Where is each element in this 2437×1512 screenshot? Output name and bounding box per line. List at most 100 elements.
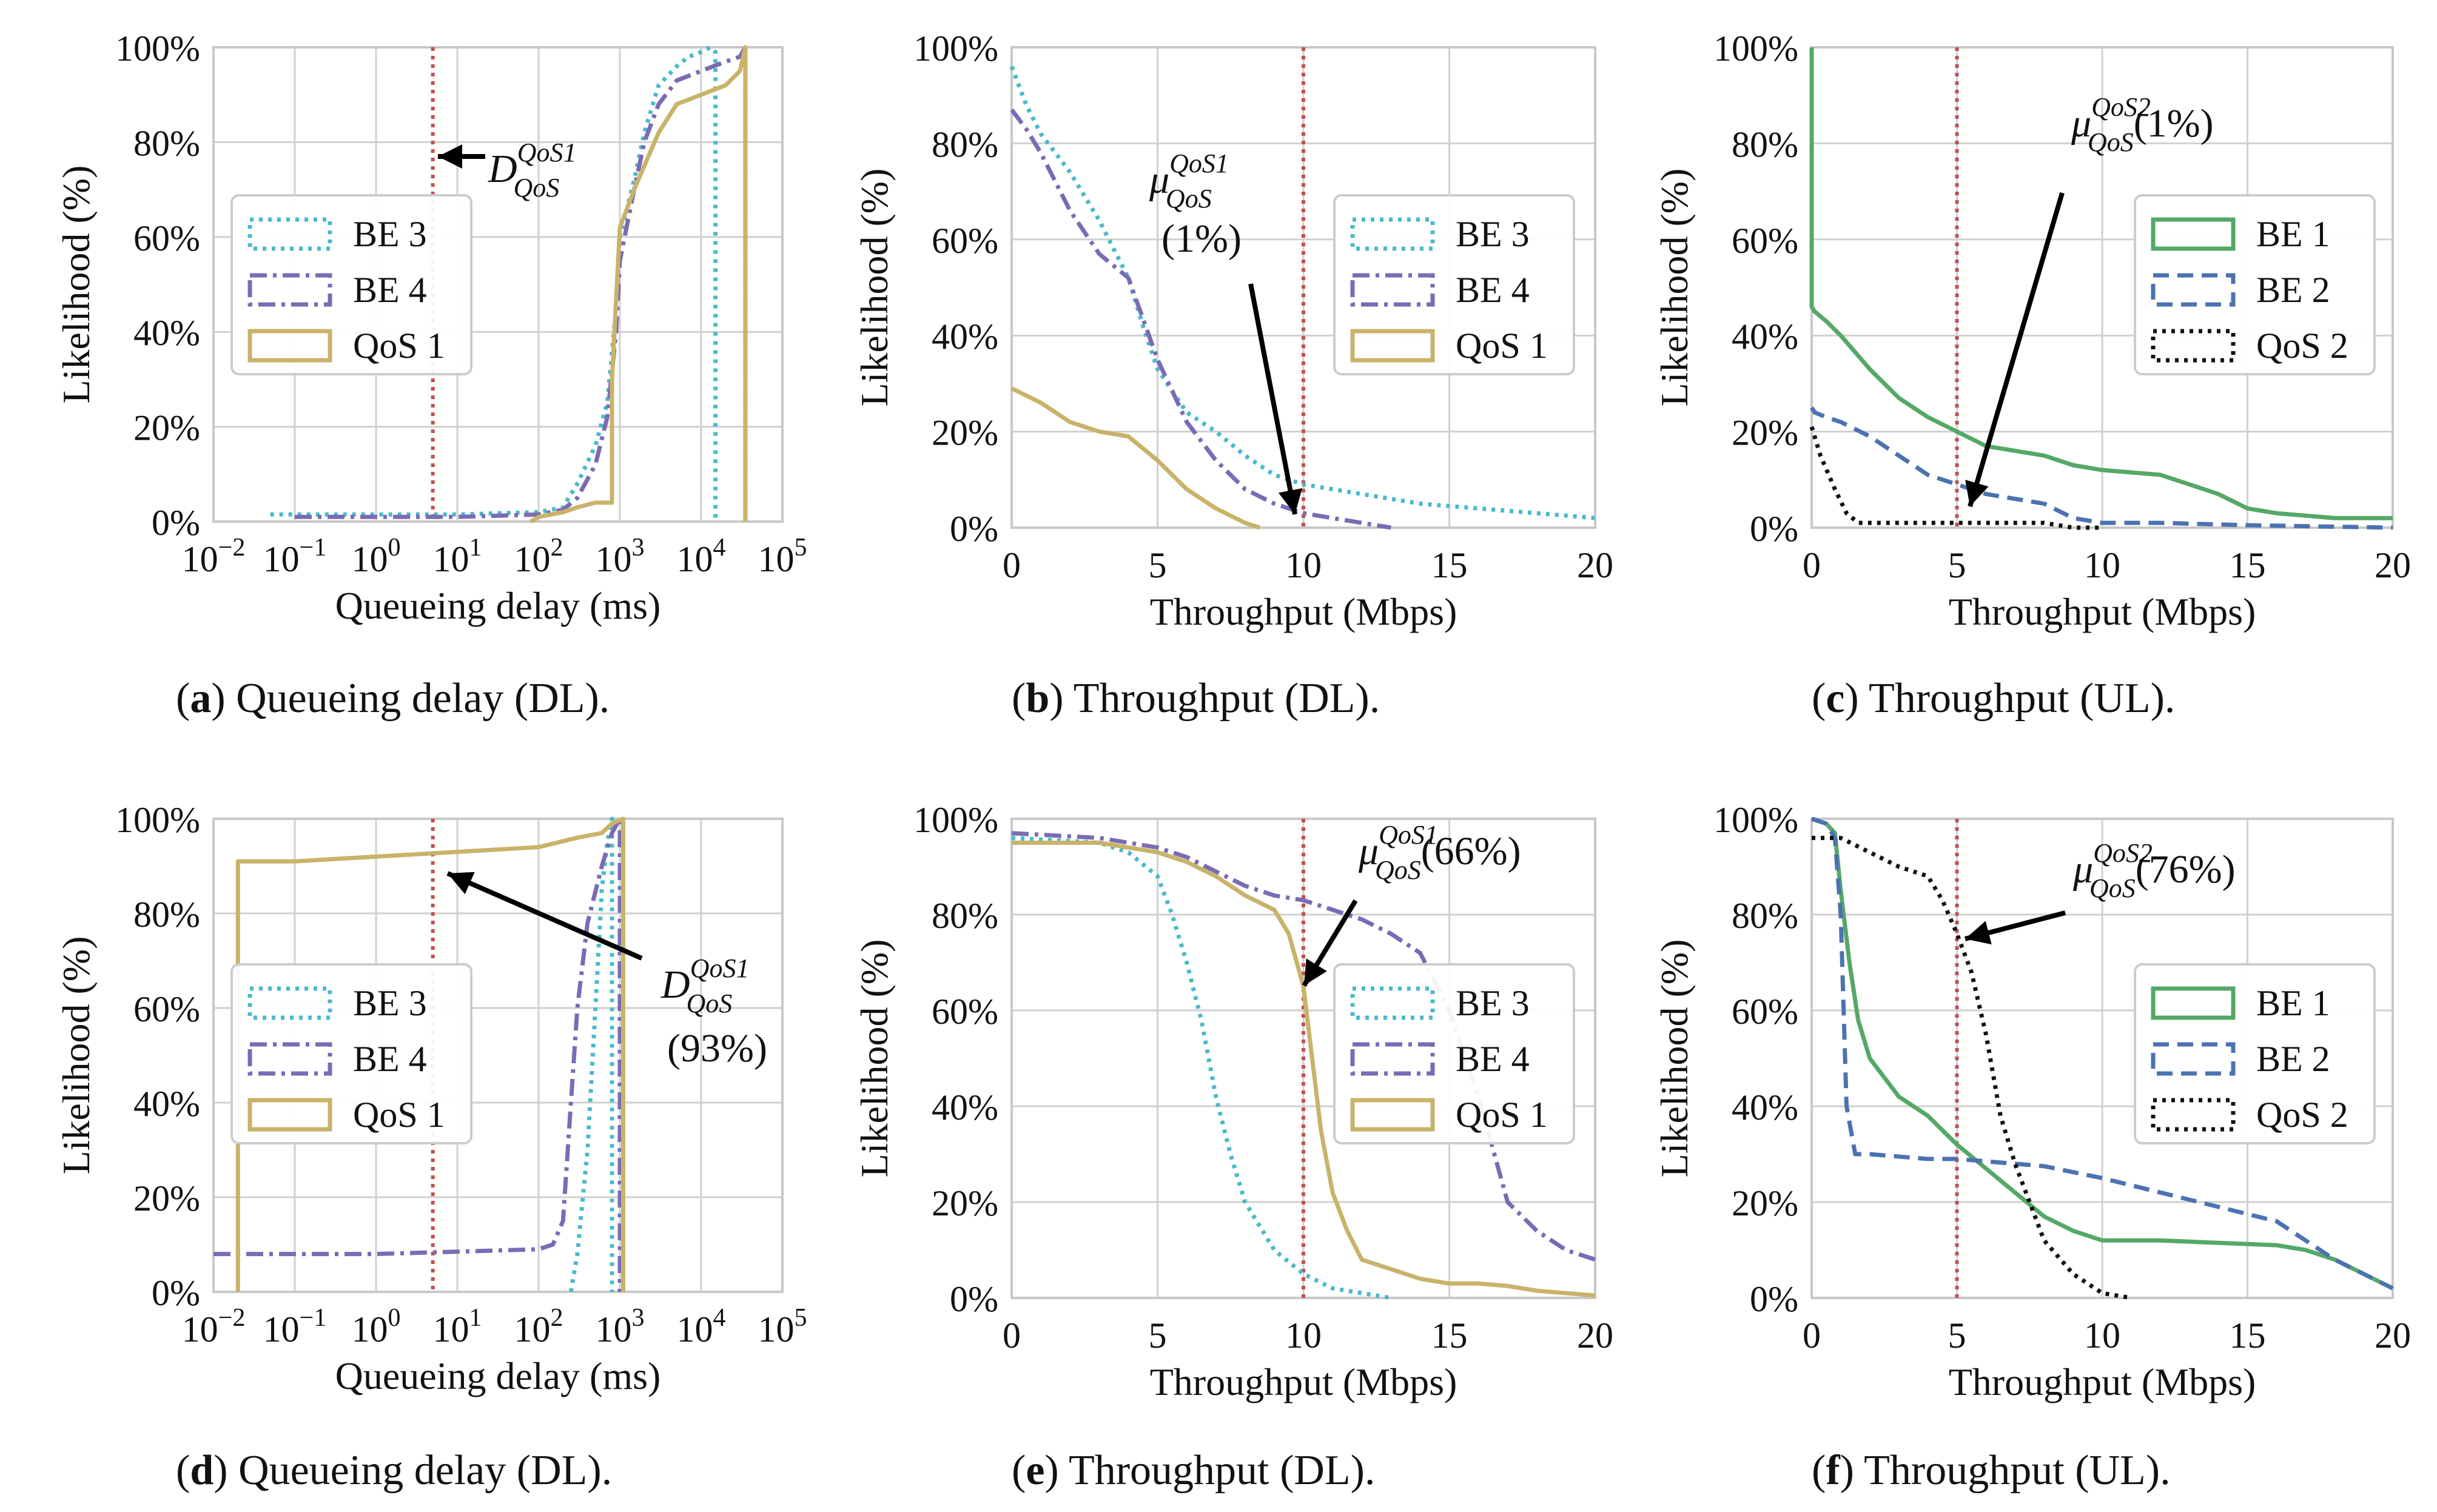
series-line-be-4 — [1010, 108, 1391, 530]
annotation-symbol: μ — [1149, 158, 1169, 202]
tick-exponent: 3 — [632, 534, 645, 562]
series-line-be-1 — [1809, 47, 2393, 520]
x-tick-label: 15 — [2230, 545, 2266, 585]
annotation-label: μQoS1 QoS — [1149, 149, 1229, 213]
legend-swatch — [247, 1098, 332, 1132]
x-tick-label: 10 — [1285, 545, 1322, 585]
annotation-sup: QoS2 — [2093, 838, 2153, 868]
x-axis-label: Throughput (Mbps) — [1150, 1360, 1457, 1403]
legend-swatch — [247, 217, 332, 251]
tick-base: 10 — [677, 539, 713, 579]
annotation-sub: QoS — [2088, 127, 2134, 157]
legend-swatch — [247, 1042, 332, 1076]
x-tick-label: 0 — [1803, 545, 1821, 585]
series-line-be-3 — [568, 816, 614, 1292]
tick-exponent: 0 — [388, 1304, 401, 1332]
series-line-qos-2 — [1812, 836, 2132, 1300]
y-tick-label: 100% — [913, 800, 998, 840]
y-tick-label: 20% — [133, 408, 200, 448]
series-line-be-1 — [1810, 816, 2394, 1291]
tick-exponent: 1 — [469, 534, 482, 562]
series-line-qos-1 — [529, 45, 748, 524]
series-line-qos-1 — [1010, 386, 1260, 530]
legend-swatch — [247, 273, 332, 307]
x-tick-label: 0 — [1803, 1315, 1821, 1356]
y-tick-label: 60% — [133, 989, 200, 1029]
x-tick-label: 10 — [1285, 1315, 1322, 1356]
caption-e: (e) Throughput (DL). — [1012, 1447, 1376, 1494]
annotation-arrowhead — [438, 144, 462, 169]
series-line-be-4 — [1011, 831, 1596, 1262]
legend-box — [2134, 194, 2376, 375]
legend-label: BE 1 — [2256, 983, 2330, 1023]
annotation-arrowhead — [1278, 488, 1303, 514]
chart-panel-f: 0% 20% 40% 60% 80% 100% 0 5 10 15 20 Throughput (Mb… — [1653, 800, 2411, 1403]
annotation-symbol: μ — [1358, 829, 1379, 873]
x-tick-label: 5 — [1948, 1315, 1966, 1356]
y-tick-label: 0% — [152, 503, 200, 543]
legend-label: QoS 1 — [353, 326, 445, 366]
legend-label: QoS 1 — [353, 1095, 445, 1135]
y-tick-label: 100% — [1713, 800, 1798, 840]
y-tick-label: 40% — [133, 313, 200, 353]
x-tick-label: 10 — [2084, 545, 2120, 585]
tick-exponent: −2 — [218, 1304, 246, 1332]
legend-label: QoS 2 — [2256, 326, 2348, 366]
y-tick-label: 80% — [1732, 124, 1798, 164]
y-tick-label: 60% — [932, 992, 998, 1032]
tick-base: 10 — [263, 1309, 300, 1349]
legend-label: BE 2 — [2256, 1039, 2330, 1079]
y-axis-label: Likelihood (%) — [853, 939, 896, 1178]
annotation-sup: QoS1 — [1379, 820, 1438, 850]
x-tick-label: 0 — [1003, 1315, 1021, 1356]
legend-swatch — [2151, 273, 2236, 307]
annotation-arrow — [1968, 192, 2065, 508]
caption-b: (b) Throughput (DL). — [1012, 675, 1380, 722]
x-tick-label: 20 — [2375, 545, 2411, 585]
annotation-symbol: μ — [2071, 101, 2091, 146]
tick-exponent: 4 — [713, 534, 726, 562]
series-line-be-4 — [213, 816, 622, 1292]
plot-frame — [1810, 818, 2394, 1299]
x-tick-label: 10−1 — [263, 534, 327, 579]
annotation-label: μQoS2 QoS(1%) — [2071, 92, 2214, 157]
annotation-arrowhead — [1304, 958, 1327, 986]
chart-panel-b: 0% 20% 40% 60% 80% 100% 0 5 10 15 20 Throughput (Mb… — [853, 29, 1613, 633]
legend-swatch — [2151, 986, 2236, 1020]
x-tick-label: 102 — [514, 534, 563, 579]
y-tick-label: 40% — [932, 1087, 998, 1127]
x-tick-label: 5 — [1948, 545, 1966, 585]
y-tick-label: 60% — [133, 218, 200, 258]
y-tick-label: 80% — [133, 895, 200, 935]
legend-label: QoS 2 — [2256, 1095, 2348, 1135]
caption-a: (a) Queueing delay (DL). — [176, 675, 610, 722]
tick-exponent: 3 — [632, 1304, 645, 1332]
y-tick-label: 20% — [1732, 1183, 1798, 1223]
tick-exponent: −1 — [300, 534, 327, 562]
y-tick-label: 0% — [950, 509, 998, 549]
y-tick-label: 80% — [932, 124, 998, 164]
legend-label: BE 4 — [353, 270, 427, 310]
annotation-sup: QoS1 — [1169, 149, 1229, 178]
annotation-value: (66%) — [1421, 829, 1521, 873]
chart-panel-a: 0%20%40%60%80%100%10−2 10−1 100 101 102 103 10… — [55, 29, 807, 627]
annotation-sub: QoS — [2089, 873, 2136, 903]
chart-panel-e: 0% 20% 40% 60% 80% 100% 0 5 10 15 20 Throughput (Mb… — [853, 800, 1613, 1403]
y-tick-label: 100% — [115, 800, 200, 840]
tick-exponent: 1 — [469, 1304, 482, 1332]
y-tick-label: 100% — [1713, 29, 1798, 69]
legend-label: BE 3 — [1456, 214, 1530, 254]
tick-base: 10 — [433, 1309, 469, 1349]
series-line-be-3 — [1011, 836, 1391, 1300]
y-tick-label: 60% — [1732, 221, 1798, 261]
x-tick-label: 10−2 — [182, 534, 246, 579]
y-tick-label: 60% — [1732, 992, 1798, 1032]
annotation-label: μQoS1 QoS(66%) — [1358, 820, 1521, 885]
legend-swatch — [1350, 1042, 1435, 1076]
tick-base: 10 — [433, 539, 469, 579]
legend-label: QoS 1 — [1456, 326, 1548, 366]
tick-exponent: −1 — [300, 1304, 327, 1332]
annotation-sup: QoS2 — [2091, 92, 2151, 122]
x-tick-label: 10−1 — [263, 1304, 327, 1349]
legend-label: BE 4 — [1456, 1039, 1530, 1079]
